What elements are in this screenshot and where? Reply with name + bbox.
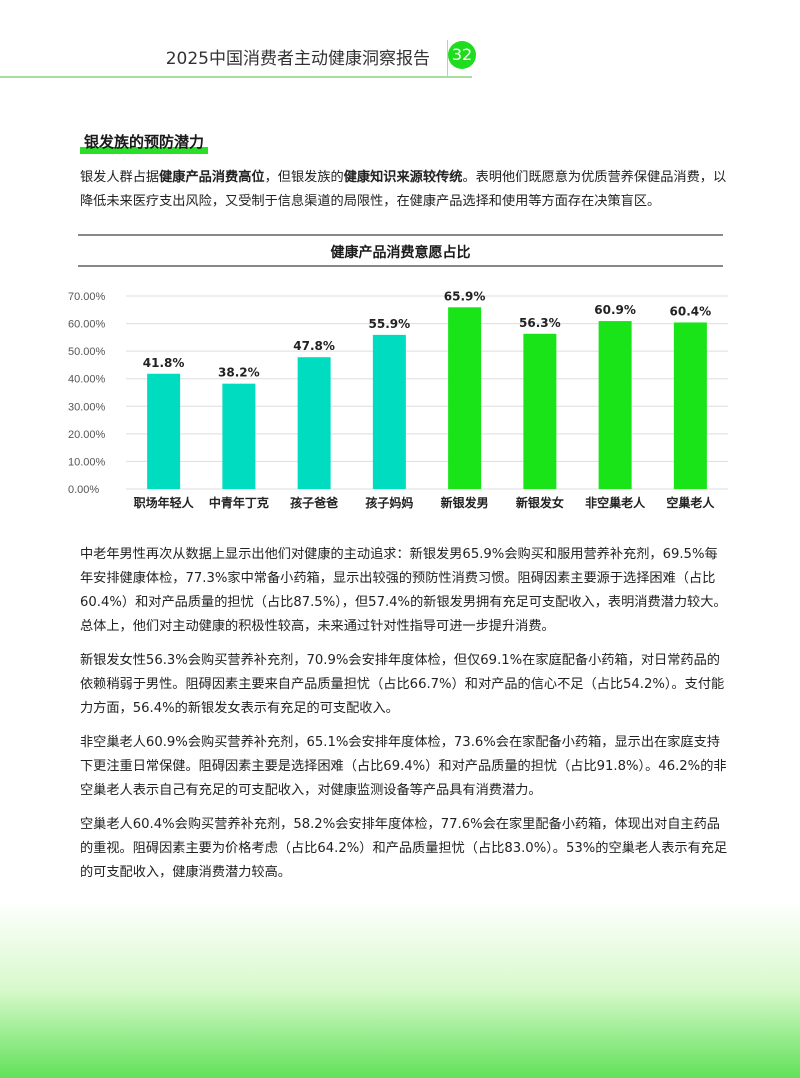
data-label: 60.9% (594, 303, 636, 317)
bar (523, 333, 557, 489)
intro-paragraph: 银发人群占据健康产品消费高位，但银发族的健康知识来源较传统。表明他们既愿意为优质… (80, 166, 730, 214)
y-tick-label: 10.00% (68, 456, 106, 468)
header-divider (0, 76, 472, 78)
x-tick-label: 非空巢老人 (585, 495, 646, 510)
x-tick-label: 中青年丁克 (209, 495, 269, 510)
x-tick-label: 空巢老人 (666, 495, 715, 510)
bar (297, 357, 331, 489)
data-label: 47.8% (293, 339, 335, 353)
paragraph-new-silver-men: 中老年男性再次从数据上显示出他们对健康的主动追求：新银发男65.9%会购买和服用… (80, 547, 727, 634)
data-label: 38.2% (218, 366, 260, 380)
header-vertical-divider (447, 40, 448, 78)
data-label: 65.9% (444, 289, 486, 303)
intro-text: ，但银发族的 (264, 170, 344, 185)
chart-title-rule (78, 265, 723, 267)
intro-text: 银发人群占据 (80, 170, 160, 185)
bar (448, 307, 482, 489)
bar (372, 334, 406, 489)
decorative-gradient (0, 900, 800, 1078)
report-title: 2025中国消费者主动健康洞察报告 (165, 49, 430, 69)
x-tick-label: 新银发女 (516, 495, 564, 510)
bar (598, 321, 632, 489)
x-tick-label: 孩子爸爸 (290, 495, 338, 510)
data-label: 41.8% (143, 356, 185, 370)
paragraph-empty-nest: 空巢老人60.4%会购买营养补充剂，58.2%会安排年度体检，77.6%会在家里… (80, 817, 728, 880)
chart-plot: 0.00% 10.00% 20.00% 30.00% 40.00% 50.00% 60.00… (68, 289, 728, 510)
data-label: 60.4% (670, 304, 712, 318)
paragraph-new-silver-women: 新银发女性56.3%会购买营养补充剂，70.9%会安排年度体检，但仅69.1%在… (80, 653, 725, 716)
chart-title: 健康产品消费意愿占比 (330, 245, 471, 261)
bar (147, 373, 181, 489)
y-tick-label: 70.00% (68, 291, 106, 303)
data-label: 56.3% (519, 316, 561, 330)
paragraph-non-empty-nest: 非空巢老人60.9%会购买营养补充剂，65.1%会安排年度体检，73.6%会在家… (80, 735, 727, 798)
bar (222, 383, 256, 489)
intro-highlight: 健康产品消费高位 (159, 170, 265, 185)
y-tick-label: 50.00% (68, 346, 106, 358)
section-title: 银发族的预防潜力 (80, 131, 209, 154)
y-tick-label: 30.00% (68, 401, 106, 413)
y-tick-label: 40.00% (68, 374, 106, 386)
x-tick-label: 新银发男 (441, 495, 489, 510)
intro-highlight: 健康知识来源较传统 (343, 170, 463, 185)
bar (673, 322, 707, 489)
data-label: 55.9% (369, 317, 411, 331)
x-tick-label: 职场年轻人 (134, 495, 195, 510)
y-tick-label: 0.00% (68, 484, 99, 496)
page-number-badge: 32 (448, 41, 476, 69)
x-tick-label: 孩子妈妈 (365, 495, 413, 510)
chart-top-rule (78, 234, 723, 236)
y-tick-label: 60.00% (68, 319, 106, 331)
y-tick-label: 20.00% (68, 429, 106, 441)
intro-text: 。表明他们既愿意为优质营养保健品消费，以降低未来医疗支出风险，又受制于信息渠道的… (80, 170, 727, 209)
bar-chart: 健康产品消费意愿占比 0.00% 10.00% 20.00% 30.00% 40.00%… (68, 234, 728, 524)
